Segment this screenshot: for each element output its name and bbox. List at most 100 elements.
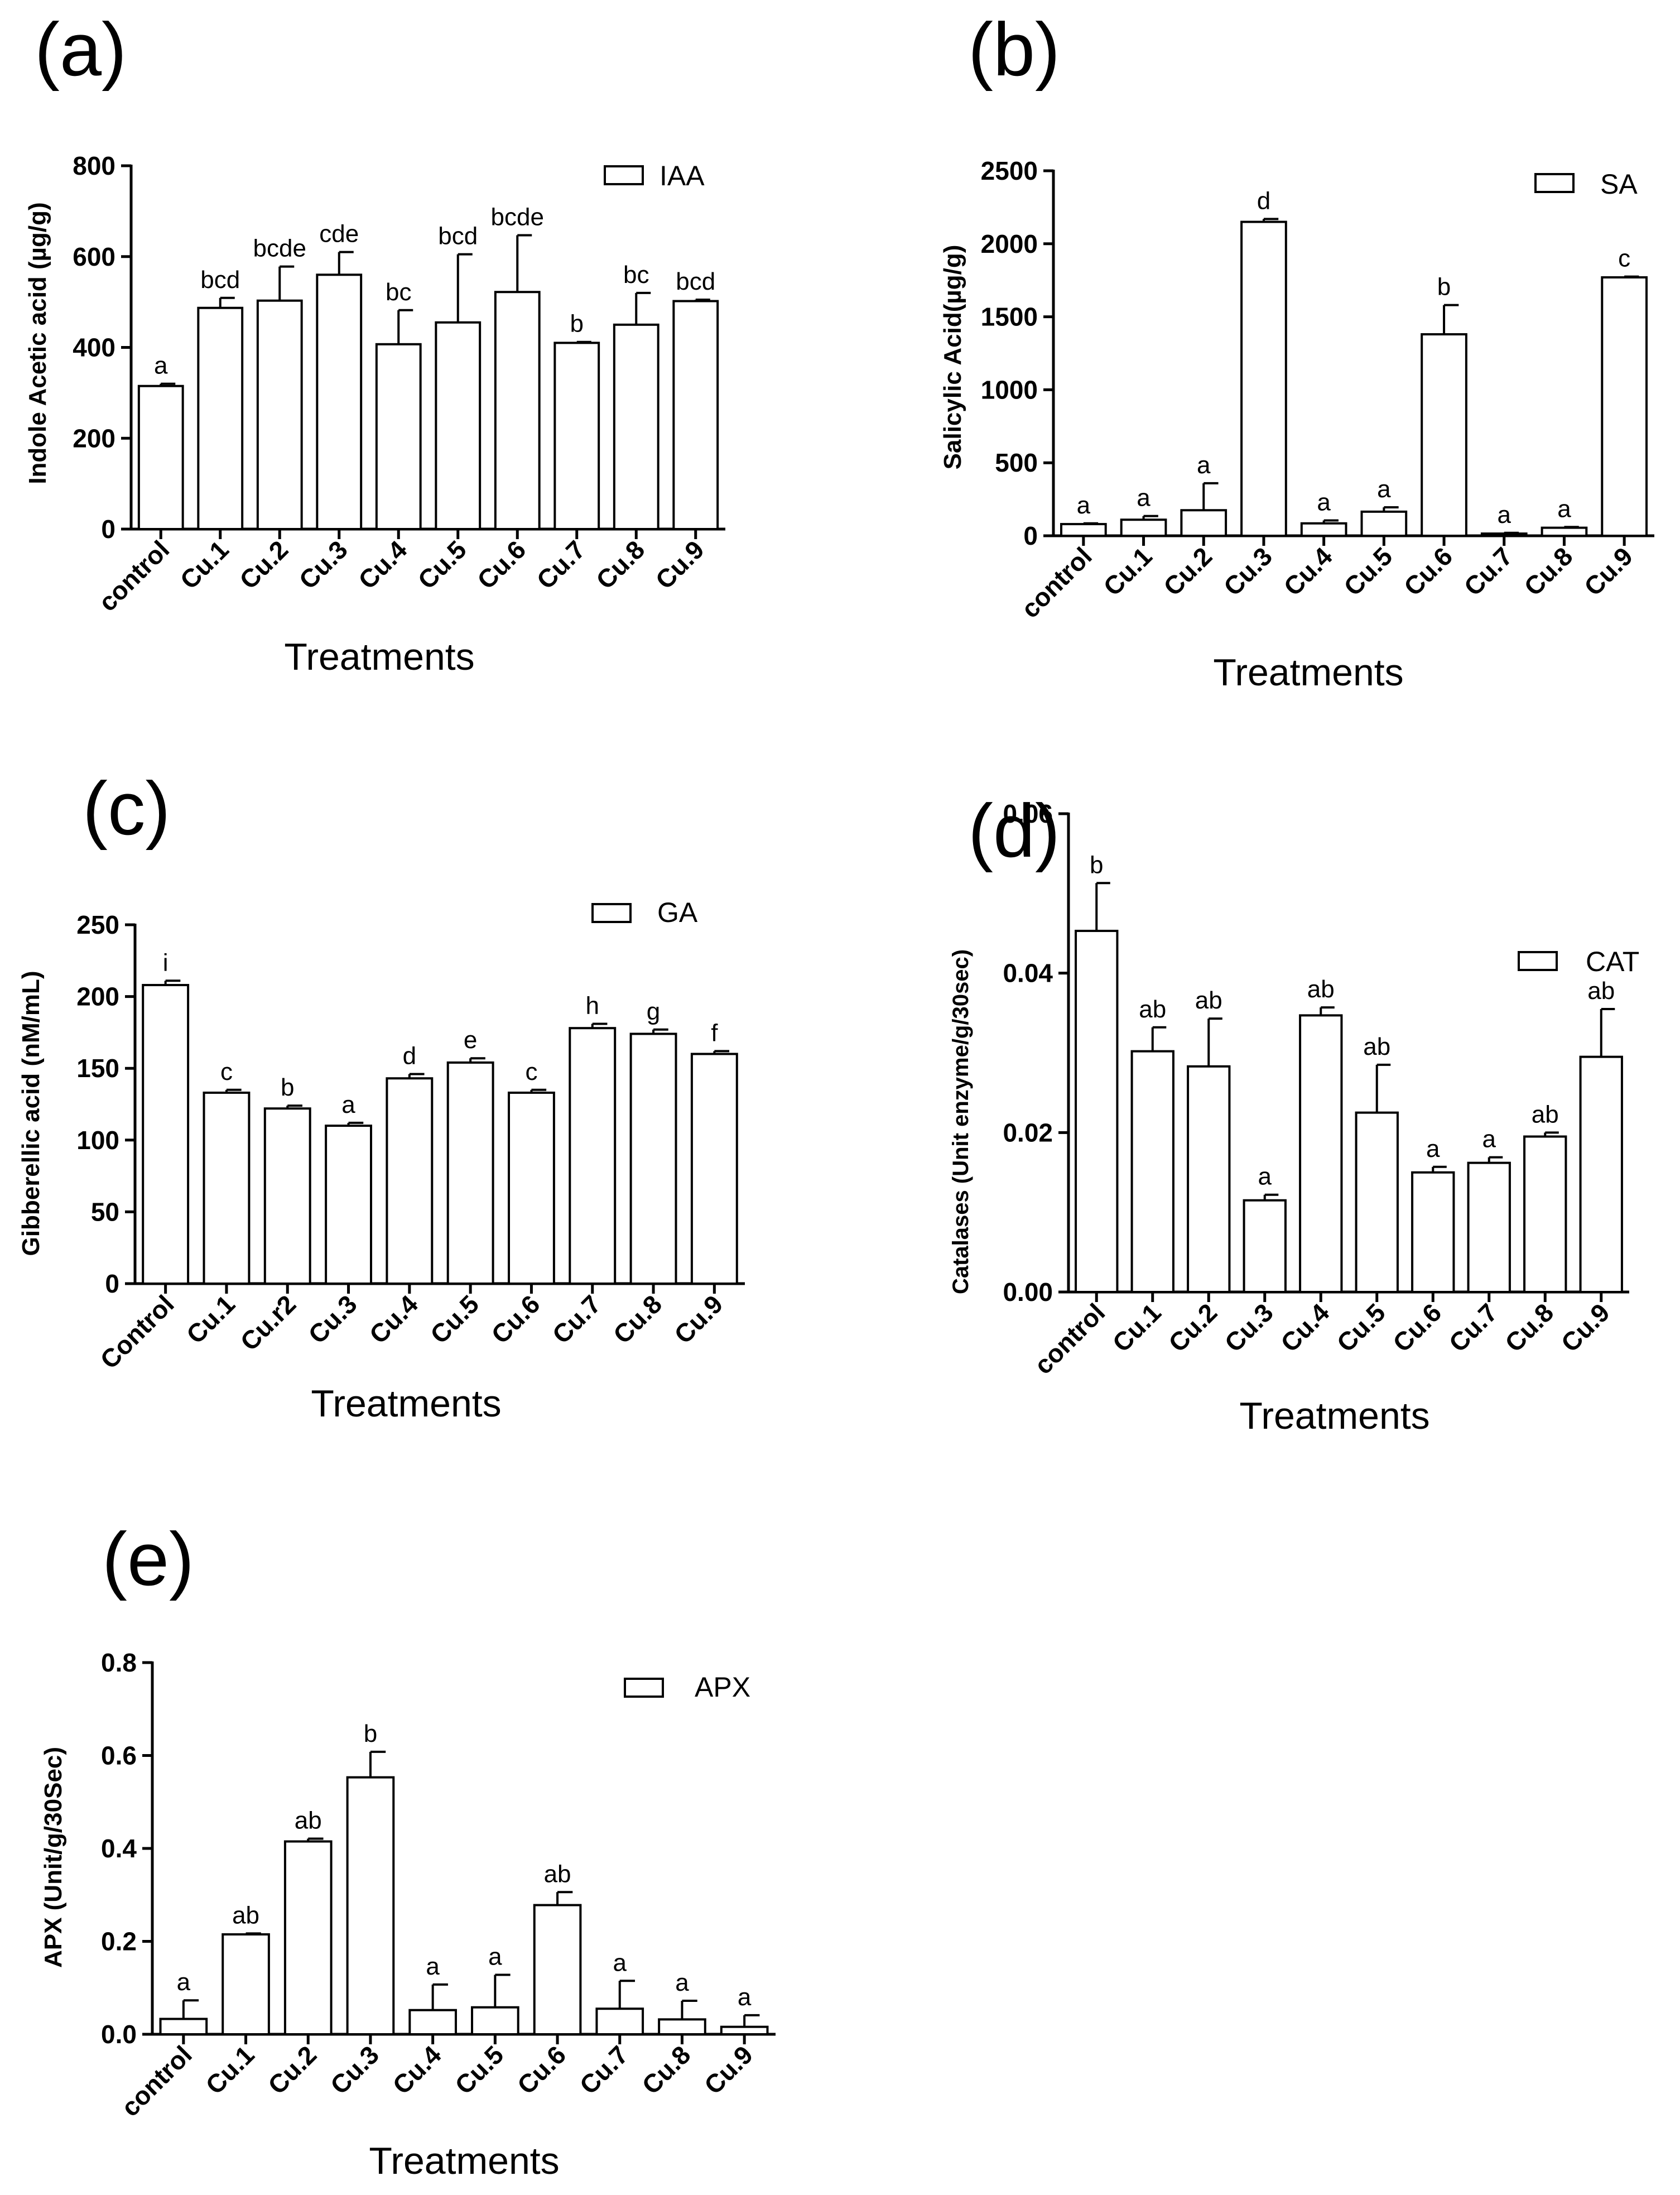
category-label: Cu.4	[1278, 541, 1338, 602]
significance-label: ab	[1532, 1101, 1559, 1128]
category-label: Cu.6	[471, 535, 531, 594]
significance-label: a	[1482, 1126, 1496, 1153]
category-label: Cu.9	[668, 1289, 728, 1349]
bar	[1075, 929, 1119, 1293]
bar	[263, 1107, 311, 1285]
bar	[1355, 1111, 1399, 1293]
category-label: Cu.8	[636, 2040, 696, 2100]
category-label: Cu.2	[234, 535, 293, 594]
category-label: Cu.7	[547, 1289, 606, 1349]
bar	[1060, 523, 1107, 537]
bar	[672, 300, 719, 530]
y-tick-label: 0.06	[1003, 799, 1053, 828]
bar	[494, 291, 541, 530]
significance-label: a	[1377, 475, 1391, 503]
y-tick-label: 0.02	[1003, 1118, 1053, 1147]
significance-label: d	[1257, 187, 1270, 214]
panel-label: (e)	[102, 1517, 194, 1601]
bar	[408, 2009, 457, 2035]
bar	[446, 1061, 494, 1285]
y-tick-label: 150	[76, 1054, 119, 1083]
panel-label: (a)	[35, 7, 127, 92]
bar	[658, 2018, 706, 2036]
category-label: Cu.6	[485, 1289, 545, 1349]
significance-label: bcd	[676, 268, 715, 295]
chart-panel-c: (c) Gibberellic acid (nM/mL) Treatments …	[17, 766, 745, 1425]
significance-label: a	[613, 1949, 627, 1976]
legend: IAA	[604, 160, 705, 191]
bar	[595, 2007, 644, 2035]
x-axis-label: Treatments	[1213, 651, 1403, 694]
bar	[159, 2018, 208, 2036]
bar	[1187, 1065, 1231, 1293]
significance-label: ab	[1195, 987, 1222, 1014]
plot-area: 0.0 0.2 0.4 0.6 0.8 a control ab Cu.1 ab Cu.2 b Cu.3…	[101, 1648, 776, 2122]
y-axis-label: Indole Acetic acid (µg/g)	[24, 202, 51, 484]
category-label: Cu.2	[1158, 541, 1217, 601]
bar	[1523, 1135, 1567, 1293]
bar	[1243, 1199, 1287, 1294]
significance-label: a	[1498, 501, 1511, 529]
bar	[1421, 333, 1467, 537]
legend-swatch	[591, 903, 632, 923]
bar	[1240, 220, 1287, 537]
significance-label: a	[1317, 489, 1331, 516]
y-tick-label: 0.8	[101, 1648, 137, 1677]
chart-panel-a: (a) Indole Acetic acid (µg/g) Treatments…	[24, 7, 725, 678]
bar	[435, 321, 482, 531]
significance-label: a	[1426, 1135, 1440, 1163]
bar	[720, 2025, 769, 2035]
significance-label: b	[1090, 851, 1103, 878]
significance-label: c	[525, 1058, 537, 1086]
legend: APX	[624, 1672, 750, 1703]
category-label: Cu.9	[699, 2040, 758, 2100]
significance-label: ab	[1307, 976, 1335, 1003]
chart-panel-b: (b) Salicylic Acid(µg/g) Treatments SA 0…	[939, 7, 1654, 694]
y-tick-label: 800	[73, 151, 115, 180]
significance-label: a	[177, 1968, 191, 1996]
category-label: Cu.3	[325, 2040, 384, 2100]
bar	[1300, 522, 1347, 537]
category-label: Cu.4	[353, 535, 413, 595]
category-label: Cu.8	[590, 535, 650, 594]
bar	[346, 1776, 395, 2035]
bar	[325, 1125, 372, 1285]
category-label: Cu.2	[1163, 1298, 1222, 1357]
bar	[690, 1053, 738, 1285]
bar	[283, 1840, 333, 2035]
chart-panel-e: (e) APX (Unit/g/30Sec) Treatments APX 0.…	[40, 1517, 776, 2182]
legend-swatch	[1534, 173, 1575, 193]
significance-label: c	[1618, 245, 1630, 272]
bar	[1541, 526, 1588, 537]
category-label: Cu.7	[1458, 541, 1518, 601]
significance-label: a	[1077, 492, 1091, 519]
category-label: Cu.6	[1387, 1298, 1447, 1357]
panel-label: (d)	[968, 789, 1060, 873]
category-label: Cu.5	[449, 2040, 509, 2100]
legend-label: SA	[1600, 169, 1638, 200]
plot-area: 0 50 100 150 200 250 i Control c Cu.1 b Cu.r2 a Cu.3 d…	[76, 910, 745, 1375]
significance-label: a	[1197, 452, 1211, 479]
significance-label: ab	[544, 1860, 571, 1887]
category-label: Cu.3	[302, 1289, 362, 1349]
category-label: control	[1015, 541, 1097, 623]
y-axis-label: Catalases (Unit enzyme/g/30sec)	[949, 949, 973, 1294]
y-axis-label: Gibberellic acid (nM/mL)	[17, 971, 45, 1256]
bar	[1360, 510, 1408, 537]
x-axis-label: Treatments	[284, 636, 474, 678]
category-label: control	[93, 535, 175, 617]
x-axis-label: Treatments	[369, 2140, 559, 2182]
legend-label: IAA	[660, 160, 705, 191]
y-tick-label: 400	[73, 333, 115, 362]
bar	[203, 1091, 251, 1285]
significance-label: bc	[623, 261, 649, 289]
y-tick-label: 250	[76, 910, 119, 939]
significance-label: a	[426, 1953, 440, 1980]
bar	[1601, 276, 1648, 537]
y-tick-label: 0.2	[101, 1927, 137, 1956]
y-tick-label: 2500	[981, 156, 1038, 185]
category-label: Cu.9	[1556, 1298, 1615, 1357]
significance-label: b	[1437, 273, 1451, 301]
significance-label: b	[570, 310, 584, 338]
category-label: Cu.4	[364, 1289, 424, 1349]
